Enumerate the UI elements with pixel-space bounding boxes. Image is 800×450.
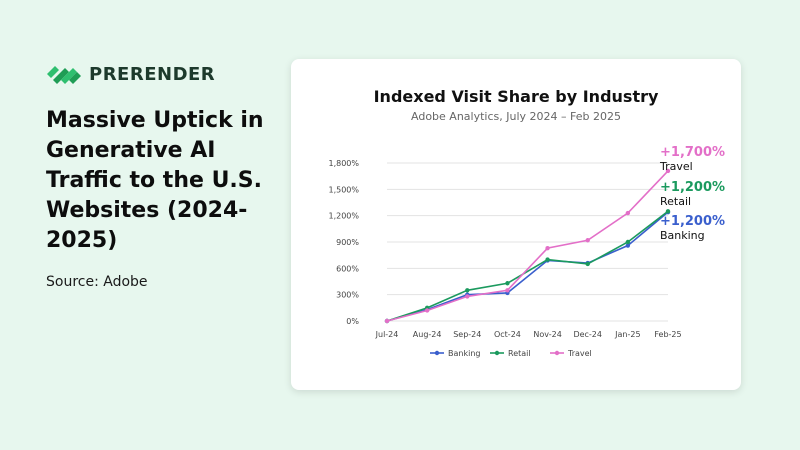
y-tick-label: 1,200% [328, 212, 359, 221]
x-tick-label: Jan-25 [614, 330, 640, 339]
source-note: Source: Adobe [46, 274, 148, 290]
brand-name: PRERENDER [89, 63, 216, 85]
data-point-travel [424, 308, 430, 313]
chart-title: Indexed Visit Share by Industry [373, 87, 659, 106]
callout-banking-name: Banking [660, 229, 705, 242]
series-line-banking [386, 211, 669, 322]
series-line-retail [386, 210, 669, 322]
x-tick-label: Sep-24 [453, 330, 481, 339]
data-point-retail [665, 209, 671, 214]
y-tick-label: 0% [346, 317, 359, 326]
legend-label-banking: Banking [448, 349, 480, 358]
chart-card: Indexed Visit Share by Industry Adobe An… [291, 59, 741, 390]
data-point-retail [585, 261, 590, 267]
legend-marker-banking [434, 350, 440, 356]
callout-travel-value: +1,700% [660, 145, 726, 160]
callout-banking-value: +1,200% [660, 214, 726, 229]
data-point-travel [585, 238, 590, 243]
data-point-retail [465, 288, 470, 293]
y-tick-label: 900% [336, 238, 359, 247]
headline: Massive Uptick in Generative AI Traffic … [46, 108, 264, 253]
data-point-banking [625, 243, 631, 248]
callout-retail-value: +1,200% [660, 180, 726, 195]
callout-banking: +1,200% Banking [660, 214, 725, 243]
callout-travel: +1,700% Travel [660, 145, 725, 174]
line-chart: 0% 300% 600% 900% 1,200% 1,500% 1,800% Jul-24 Au… [328, 159, 681, 358]
prerender-logo-icon [47, 66, 81, 84]
y-tick-label: 1,800% [328, 159, 359, 168]
y-tick-label: 300% [336, 291, 359, 300]
data-point-retail [625, 239, 631, 245]
x-tick-label: Feb-25 [654, 330, 681, 339]
chart-subtitle: Adobe Analytics, July 2024 – Feb 2025 [411, 110, 621, 123]
data-point-travel [625, 210, 631, 216]
x-tick-label: Nov-24 [533, 330, 561, 339]
series-line-travel [386, 170, 669, 322]
x-tick-label: Jul-24 [375, 330, 399, 339]
data-point-travel [384, 318, 390, 324]
callout-travel-name: Travel [660, 160, 693, 173]
legend-label-travel: Travel [567, 349, 592, 358]
y-tick-label: 1,500% [328, 185, 359, 194]
x-tick-label: Oct-24 [494, 330, 521, 339]
data-point-travel [505, 288, 510, 293]
brand: PRERENDER [47, 62, 215, 86]
x-tick-label: Aug-24 [413, 330, 442, 339]
legend-label-retail: Retail [508, 349, 531, 358]
legend-marker-retail [494, 350, 500, 356]
data-point-travel [665, 168, 671, 174]
data-point-retail [505, 281, 510, 286]
data-point-travel [465, 294, 470, 299]
y-tick-label: 600% [336, 264, 359, 273]
x-tick-label: Dec-24 [573, 330, 602, 339]
legend-marker-travel [554, 350, 560, 356]
data-point-travel [545, 245, 550, 251]
callout-retail-name: Retail [660, 195, 692, 208]
callout-retail: +1,200% Retail [660, 180, 725, 209]
data-point-retail [545, 257, 550, 262]
